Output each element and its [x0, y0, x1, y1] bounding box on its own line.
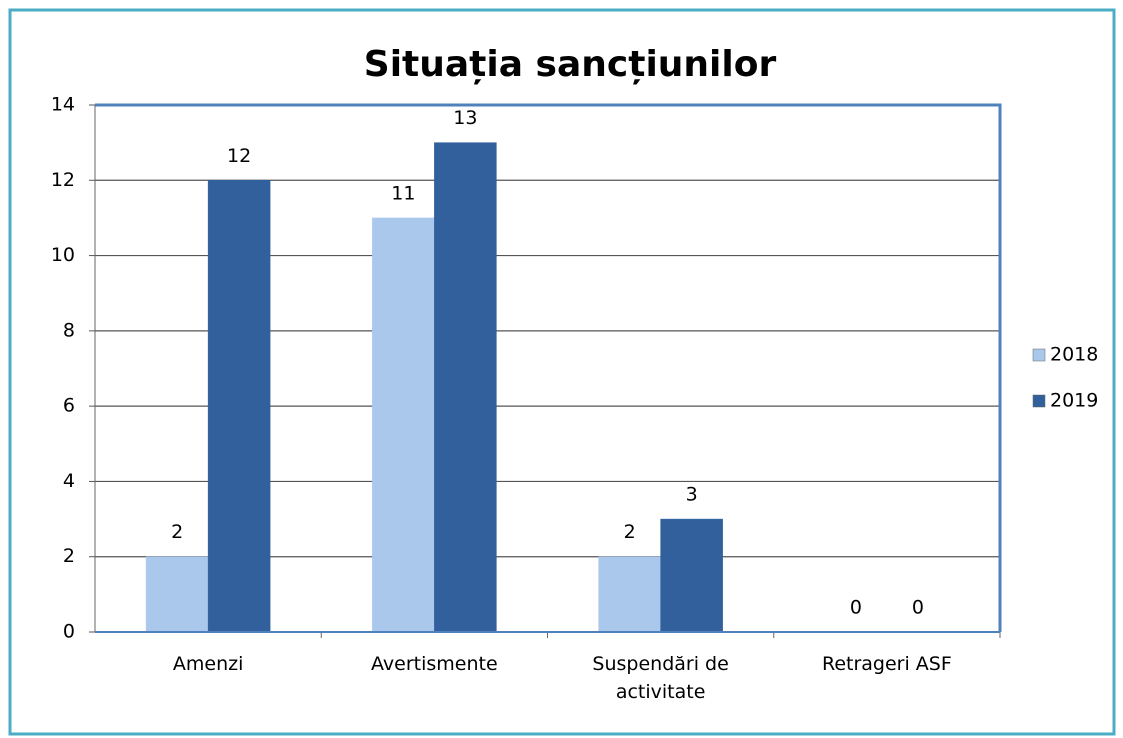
value-label: 3: [686, 484, 698, 506]
x-tick-label: Avertismente: [371, 653, 498, 675]
value-label: 12: [227, 145, 251, 167]
y-tick-label: 4: [63, 470, 75, 492]
x-tick-label: Retrageri ASF: [821, 653, 952, 675]
value-label: 11: [391, 182, 415, 204]
bar: [598, 556, 661, 633]
bar: [207, 180, 271, 633]
bar: [372, 217, 435, 633]
y-tick-label: 0: [63, 621, 75, 643]
plot-frame: [95, 103, 1002, 632]
chart-title: Situația sancțiunilor: [364, 44, 777, 85]
legend-label: 2019: [1050, 390, 1098, 412]
value-label: 0: [850, 597, 862, 619]
y-tick-label: 14: [51, 94, 75, 116]
bar: [660, 518, 723, 633]
x-tick-label: Amenzi: [172, 653, 244, 675]
y-tick-label: 8: [63, 319, 75, 341]
bar: [145, 556, 209, 633]
legend-label: 2018: [1050, 344, 1098, 366]
value-label: 2: [171, 521, 183, 543]
y-tick-label: 10: [51, 244, 75, 266]
value-label: 2: [624, 521, 636, 543]
legend-swatch: [1032, 348, 1046, 362]
y-tick-label: 2: [63, 545, 75, 567]
bar: [434, 142, 497, 633]
x-tick-label: Suspendări de activitate: [592, 653, 729, 703]
y-tick-label: 12: [51, 169, 75, 191]
value-label: 0: [912, 597, 924, 619]
value-label: 13: [453, 107, 477, 129]
y-tick-label: 6: [63, 395, 75, 417]
legend-swatch: [1032, 394, 1046, 408]
